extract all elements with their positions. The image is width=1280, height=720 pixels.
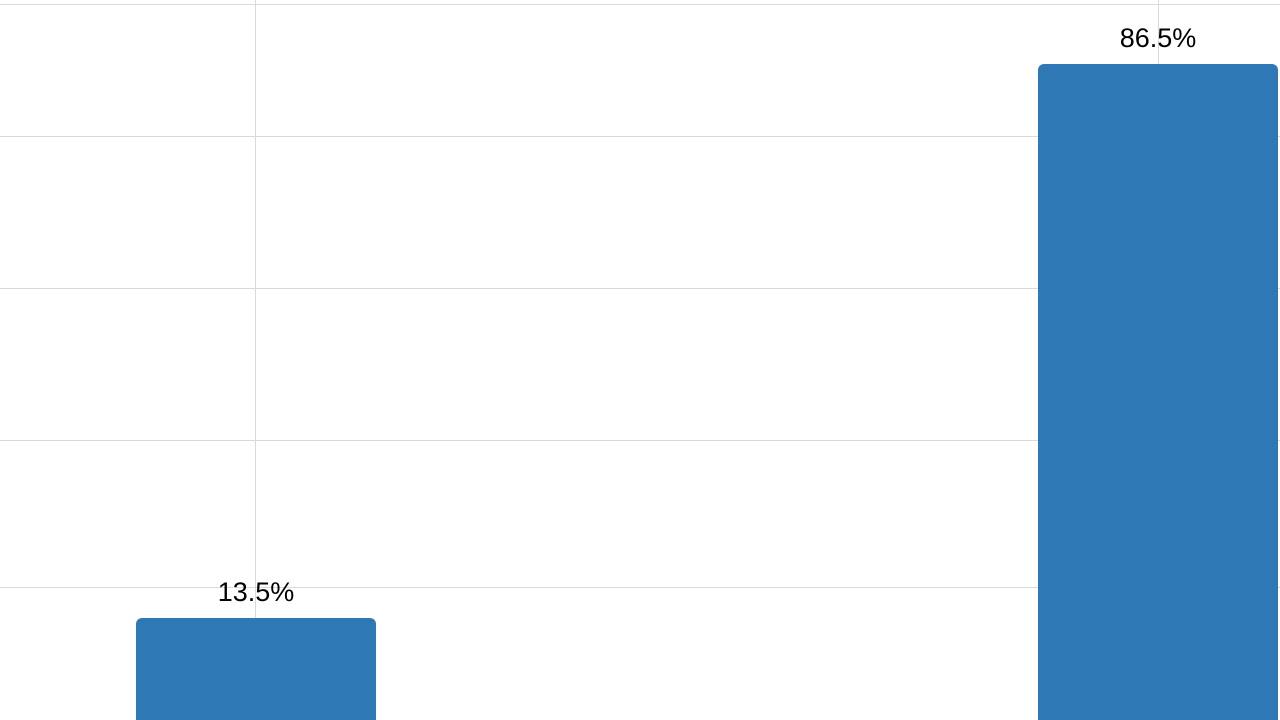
- category-vline: [255, 0, 256, 720]
- bar-value-label: 13.5%: [218, 577, 295, 608]
- gridline: [0, 4, 1280, 5]
- bar: [136, 618, 376, 720]
- bar: [1038, 64, 1278, 720]
- bar-chart: 13.5% 86.5%: [0, 0, 1280, 720]
- bar-value-label: 86.5%: [1120, 23, 1197, 54]
